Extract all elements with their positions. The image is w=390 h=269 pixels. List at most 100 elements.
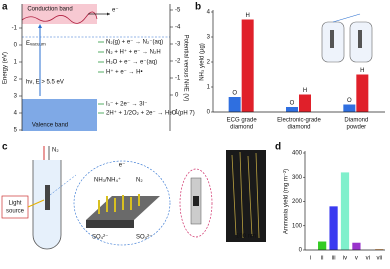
conduction-band [22, 4, 97, 24]
y2-tick-label: 0 [175, 93, 179, 99]
reaction: H⁺ + e⁻ → H• [106, 69, 143, 76]
axis-title: Energy (eV) [3, 52, 9, 84]
panel-a: Conduction band e⁻ Evacuum hν, E > 5.5 e… [3, 4, 188, 131]
x-tick-label: powder [346, 125, 366, 131]
y2-tick-label: 1 [175, 110, 179, 116]
x-tick-label: ii [321, 256, 324, 262]
y-tick-label: 0 [207, 110, 211, 116]
electrode [45, 185, 50, 210]
sem-texture [231, 151, 260, 239]
x-tick-label: vi [366, 256, 370, 262]
bar [356, 74, 369, 112]
reaction: I₃⁻ + 2e⁻ → 3I⁻ [106, 102, 147, 108]
electron-label: e⁻ [112, 8, 119, 14]
vacuum-label: Evacuum [26, 41, 46, 47]
scale-label: 100 nm [236, 234, 256, 240]
y-tick-label: 0 [14, 43, 18, 49]
electrode [358, 30, 362, 48]
arrow-head [107, 12, 110, 16]
bar [299, 94, 311, 112]
bar [318, 241, 327, 250]
photon-label: hν, E > 5.5 eV [26, 80, 64, 86]
light-label: Light [8, 201, 21, 207]
gas-label: N₂ [52, 148, 59, 154]
y-tick-label: 4 [14, 111, 18, 117]
reaction: N₂(g) + e⁻ → N₂⁻(aq) [106, 40, 163, 46]
band-label: Conduction band [27, 7, 72, 13]
inset-illustration [321, 13, 373, 63]
sample-spot [193, 196, 199, 206]
nanowires [98, 194, 140, 214]
y-tick-label: 3 [207, 35, 211, 41]
reaction: 2H⁺ + 1/2O₂ + 2e⁻ → H₂O (pH 7) [106, 110, 195, 117]
bar [228, 97, 241, 112]
y2-tick-label: -4 [175, 25, 181, 31]
sem-image [226, 150, 266, 242]
product-label: NH₃/NH₄⁺ [94, 177, 121, 184]
y-tick-label: 400 [292, 151, 303, 157]
series-label: H [360, 68, 364, 74]
x-tick-label: vii [376, 256, 382, 262]
x-tick-label: Diamond [344, 118, 368, 124]
electrode [330, 30, 334, 48]
series-label: O [347, 98, 352, 104]
y-tick-label: 4 [207, 10, 211, 16]
diamond-side [86, 220, 134, 228]
gas-label: N₂ [136, 178, 143, 184]
panel-label: b [195, 2, 201, 13]
valence-band [22, 99, 97, 131]
panel-label: d [275, 142, 281, 153]
y-tick-label: 5 [14, 128, 18, 134]
panel-c: N₂ Light source NH₃/NH₄⁺ N₂ e⁻ SO₄²⁻ SO₄… [1, 146, 266, 250]
axis-title: NH₃ yield (µg) [200, 43, 206, 81]
bar [343, 104, 356, 112]
panel-label: a [2, 2, 8, 13]
series-label: O [290, 101, 295, 107]
y-tick-label: 200 [292, 199, 303, 205]
anion-label: SO₄²⁻ [92, 235, 108, 241]
x-tick-label: i [310, 256, 311, 262]
bar [375, 249, 384, 250]
x-tick-label: diamond [287, 125, 310, 131]
series-label: H [245, 13, 249, 19]
y-tick-label: 1 [14, 60, 18, 66]
x-tick-label: ECG grade [227, 118, 258, 124]
y-tick-label: 1 [207, 85, 211, 91]
panel-label: c [2, 142, 8, 153]
y2-tick-label: -3 [175, 42, 181, 48]
light-source [1, 195, 29, 219]
y-tick-label: 300 [292, 175, 303, 181]
light-beam [27, 199, 45, 208]
band-label: Valence band [32, 123, 68, 129]
bar [352, 242, 361, 250]
y2-tick-label: -1 [175, 76, 181, 82]
y-tick-label: -1 [12, 26, 18, 32]
bar [286, 107, 298, 112]
x-tick-label: diamond [230, 125, 253, 131]
y-tick-label: 2 [207, 60, 211, 66]
y-tick-label: 2 [14, 77, 18, 83]
y2-tick-label: -2 [175, 59, 181, 65]
axis-title: Potential versus NHE (V) [182, 35, 188, 102]
x-tick-label: Electronic-grade [277, 118, 321, 124]
bar [340, 172, 350, 250]
reaction: H₂O + e⁻ → e⁻(aq) [106, 60, 157, 66]
anion-label: SO₄²⁻ [136, 235, 152, 241]
reaction: N₂ + H⁺ + e⁻ → N₂H [106, 49, 161, 56]
x-tick-label: v [355, 256, 358, 262]
series-label: H [303, 88, 307, 94]
y2-tick-label: -5 [175, 8, 181, 14]
bar [329, 206, 338, 250]
x-tick-label: iv [343, 256, 347, 262]
arrow-head [38, 24, 42, 28]
light-path [332, 13, 361, 23]
axis-title: Ammonia yield (mg m⁻²) [284, 169, 290, 234]
electron-label: e⁻ [119, 163, 126, 169]
bar [241, 19, 254, 112]
series-label: O [232, 91, 237, 97]
light-label: source [6, 209, 25, 215]
x-tick-label: iii [332, 256, 336, 262]
band-edge [21, 11, 98, 24]
y-tick-label: 0 [299, 248, 303, 254]
